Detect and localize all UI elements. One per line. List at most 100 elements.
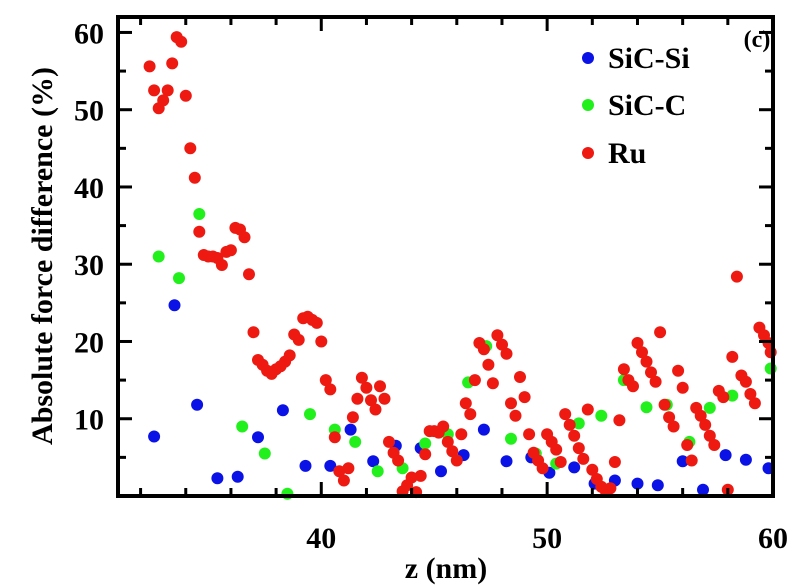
data-point-ru — [636, 346, 648, 359]
data-point-ru — [184, 142, 197, 155]
data-point-ru — [161, 84, 174, 97]
data-point-ru — [414, 469, 427, 482]
data-point-ru — [577, 452, 590, 465]
data-point-ru — [319, 374, 332, 387]
data-point-ru — [518, 391, 531, 404]
legend-label-ru: Ru — [608, 137, 646, 170]
data-point-sic-si — [252, 431, 264, 444]
data-point-ru — [310, 316, 323, 329]
data-point-ru — [658, 398, 671, 411]
data-point-ru — [193, 225, 206, 238]
data-point-ru — [654, 326, 667, 339]
data-point-sic-si — [211, 472, 224, 485]
data-point-ru — [550, 443, 563, 456]
data-point-ru — [617, 363, 630, 376]
data-point-ru — [374, 380, 386, 393]
plot-frame — [116, 15, 775, 498]
data-point-ru — [482, 358, 495, 371]
data-point-ru — [446, 445, 459, 458]
data-point-sic-si — [324, 459, 337, 472]
data-point-ru — [369, 403, 382, 416]
data-point-sic-c — [371, 465, 384, 478]
data-point-ru — [505, 397, 517, 410]
data-point-sic-si — [477, 423, 490, 436]
data-point-sic-c — [173, 272, 185, 285]
data-point-ru — [554, 456, 567, 468]
data-point-sic-c — [726, 389, 739, 402]
data-point-ru — [328, 431, 341, 444]
data-point-sic-si — [697, 483, 709, 496]
data-point-ru — [703, 429, 716, 442]
data-point-ru — [536, 462, 549, 475]
data-point-ru — [365, 394, 377, 407]
data-point-ru — [739, 375, 752, 388]
data-point-ru — [315, 335, 328, 348]
data-point-ru — [563, 418, 576, 431]
data-point-ru — [613, 414, 626, 427]
data-point-sic-si — [367, 455, 380, 468]
y-tick-label: 60 — [74, 17, 104, 50]
data-point-ru — [464, 408, 477, 421]
data-point-sic-si — [631, 477, 644, 490]
legend-label-sic-si: SiC-Si — [608, 42, 690, 75]
data-point-sic-si — [435, 465, 447, 478]
data-point-sic-c — [193, 208, 206, 220]
data-point-ru — [455, 428, 468, 441]
legend-label-sic-c: SiC-C — [608, 89, 686, 122]
panel-label: (c) — [744, 27, 771, 53]
data-points — [143, 31, 777, 500]
data-point-sic-si — [148, 430, 161, 443]
data-point-sic-c — [703, 401, 716, 414]
data-point-ru — [224, 244, 237, 257]
legend: SiC-Si SiC-C Ru — [582, 42, 690, 170]
data-point-ru — [450, 454, 463, 467]
data-point-sic-si — [739, 453, 752, 466]
data-point-ru — [243, 268, 255, 281]
data-point-ru — [730, 270, 743, 283]
data-point-ru — [726, 350, 739, 363]
data-point-ru — [676, 381, 689, 394]
data-point-ru — [148, 84, 161, 97]
data-point-ru — [500, 347, 513, 360]
data-point-ru — [351, 392, 364, 405]
data-point-ru — [514, 371, 526, 383]
data-point-ru — [419, 448, 432, 461]
data-point-ru — [437, 420, 450, 433]
data-point-ru — [649, 375, 662, 388]
y-tick-label: 50 — [74, 95, 104, 128]
data-point-ru — [179, 89, 192, 102]
data-point-sic-c — [304, 408, 316, 421]
data-point-ru — [572, 442, 585, 455]
data-point-ru — [568, 429, 581, 442]
data-point-sic-c — [595, 409, 608, 422]
data-point-ru — [486, 377, 499, 390]
data-point-ru — [342, 462, 355, 475]
data-point-ru — [708, 439, 721, 451]
data-point-sic-si — [299, 459, 312, 472]
data-point-ru — [627, 380, 639, 393]
data-point-sic-si — [676, 455, 689, 468]
data-point-ru — [324, 383, 337, 396]
data-point-ru — [333, 465, 346, 478]
x-tick-label: 40 — [306, 522, 336, 555]
data-point-sic-c — [505, 432, 517, 445]
data-point-ru — [459, 397, 472, 410]
data-point-ru — [685, 454, 698, 467]
data-point-ru — [283, 349, 296, 362]
data-point-ru — [581, 403, 594, 416]
data-point-ru — [337, 474, 350, 487]
y-tick-label: 30 — [74, 249, 104, 282]
x-axis-title: z (nm) — [405, 552, 487, 585]
x-tick-label: 60 — [758, 522, 788, 555]
data-point-ru — [378, 392, 391, 405]
data-point-ru — [586, 463, 599, 476]
legend-marker-sic-c — [582, 99, 594, 111]
data-point-sic-si — [191, 398, 204, 411]
data-point-ru — [468, 374, 481, 387]
data-point-sic-si — [276, 404, 289, 417]
data-point-sic-si — [568, 461, 581, 474]
legend-marker-sic-si — [582, 52, 594, 64]
data-point-sic-si — [168, 299, 181, 312]
legend-marker-ru — [582, 147, 594, 159]
